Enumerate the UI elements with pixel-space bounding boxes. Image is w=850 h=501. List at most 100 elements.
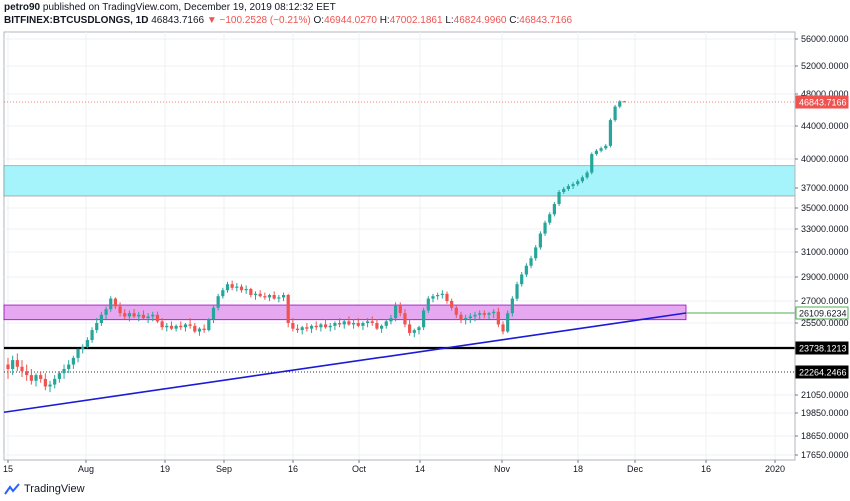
open-label: O: (313, 15, 325, 26)
open-value: 46944.0270 (324, 15, 377, 26)
time-tick-label: 14 (415, 464, 425, 474)
candle-body (300, 327, 304, 331)
candle-body (613, 106, 617, 121)
candle-body (422, 310, 426, 328)
candle-body (361, 323, 365, 326)
candle-body (155, 314, 160, 322)
candle-body (333, 323, 337, 326)
candle-body (197, 328, 202, 332)
candle-body (309, 325, 314, 329)
last-price-tag-box (795, 95, 849, 109)
candle-body (165, 325, 169, 328)
price-tick-label: 44000.0000 (801, 121, 849, 131)
candle-body (384, 321, 388, 326)
candle-body (113, 298, 118, 307)
time-tick-label: 18 (573, 464, 583, 474)
candle-body (552, 204, 556, 215)
candle-body (48, 384, 52, 387)
candle-body (426, 298, 430, 311)
time-tick-label: Nov (494, 464, 511, 474)
candle-body (473, 314, 477, 317)
price-chart[interactable]: 56000.0000 52000.0000 48000.0000 44000.0000… (0, 28, 850, 478)
candle-body (57, 373, 61, 379)
candle-body (118, 306, 122, 314)
candle-body (81, 347, 85, 349)
candle-body (160, 321, 164, 328)
green-level-tag-box (795, 306, 849, 320)
publisher-name: petro90 (4, 2, 41, 13)
candle-body (25, 371, 29, 376)
candle-body (76, 349, 80, 358)
support-price-tag-box (795, 341, 849, 355)
candle-body (543, 222, 547, 234)
candle-body (328, 325, 332, 328)
candle-body (99, 314, 103, 323)
candle-body (464, 318, 468, 320)
candle-body (529, 258, 533, 266)
price-tick-label: 19850.0000 (801, 408, 849, 418)
candle-body (109, 298, 113, 310)
footer-brand: TradingView (24, 483, 85, 495)
candle-body (193, 325, 197, 332)
candle-body (90, 330, 94, 341)
candle-body (43, 378, 47, 387)
candle-body (29, 375, 33, 381)
price-tick-label: 27000.0000 (801, 296, 849, 306)
candle-body (562, 189, 566, 192)
candle-body (62, 368, 66, 374)
candle-body (179, 325, 183, 328)
candle-body (263, 296, 267, 298)
candle-body (239, 286, 244, 291)
high-value: 47002.1861 (389, 15, 443, 26)
candle-body (319, 324, 323, 328)
resistance-zone-cyan (3, 165, 796, 197)
candle-body (337, 323, 342, 325)
candle-body (211, 307, 216, 320)
price-tick-label: 33000.0000 (801, 224, 849, 234)
candle-body (538, 233, 542, 248)
candle-body (216, 296, 220, 308)
candle-body (104, 309, 108, 315)
candle-body (127, 313, 132, 317)
candle-body (389, 318, 393, 322)
candle-body (468, 316, 472, 319)
candle-body (11, 360, 15, 369)
green-level-tag: 26109.6234 (799, 308, 847, 318)
close-label: C: (509, 15, 520, 26)
candle-body (520, 274, 524, 285)
candle-body (436, 295, 440, 297)
candle-body (67, 364, 71, 369)
candle-body (534, 247, 538, 259)
low-value: 46824.9960 (453, 15, 507, 26)
time-tick-label: Aug (78, 464, 94, 474)
candle-body (314, 325, 318, 328)
candle-body (207, 319, 211, 331)
candle-body (230, 284, 234, 288)
price-tick-label: 52000.0000 (801, 61, 849, 71)
candle-body (295, 328, 300, 331)
tradingview-logo-icon (4, 483, 20, 495)
candle-body (608, 120, 613, 146)
candle-body (524, 265, 528, 275)
candle-body (15, 360, 19, 367)
candle-body (365, 321, 370, 323)
trendline (3, 312, 687, 414)
candle-body (380, 325, 384, 329)
symbol-label: BITFINEX:BTCUSDLONGS, 1D (4, 15, 149, 26)
candle-body (258, 293, 262, 297)
price-tick-label: 56000.0000 (801, 34, 849, 44)
candle-body (599, 148, 603, 151)
candle-body (618, 101, 622, 107)
candle-body (501, 324, 505, 332)
candle-body (146, 316, 150, 319)
close-value: 46843.7166 (519, 15, 573, 26)
time-tick-label: 19 (160, 464, 170, 474)
candle-body (604, 145, 608, 149)
candle-body (253, 293, 258, 295)
support-zone-magenta (3, 304, 687, 321)
time-tick-label: 16 (288, 464, 298, 474)
candle-body (137, 314, 141, 317)
time-tick-label: 2020 (765, 464, 785, 474)
candle-body (291, 323, 295, 329)
candle-body (487, 313, 491, 315)
